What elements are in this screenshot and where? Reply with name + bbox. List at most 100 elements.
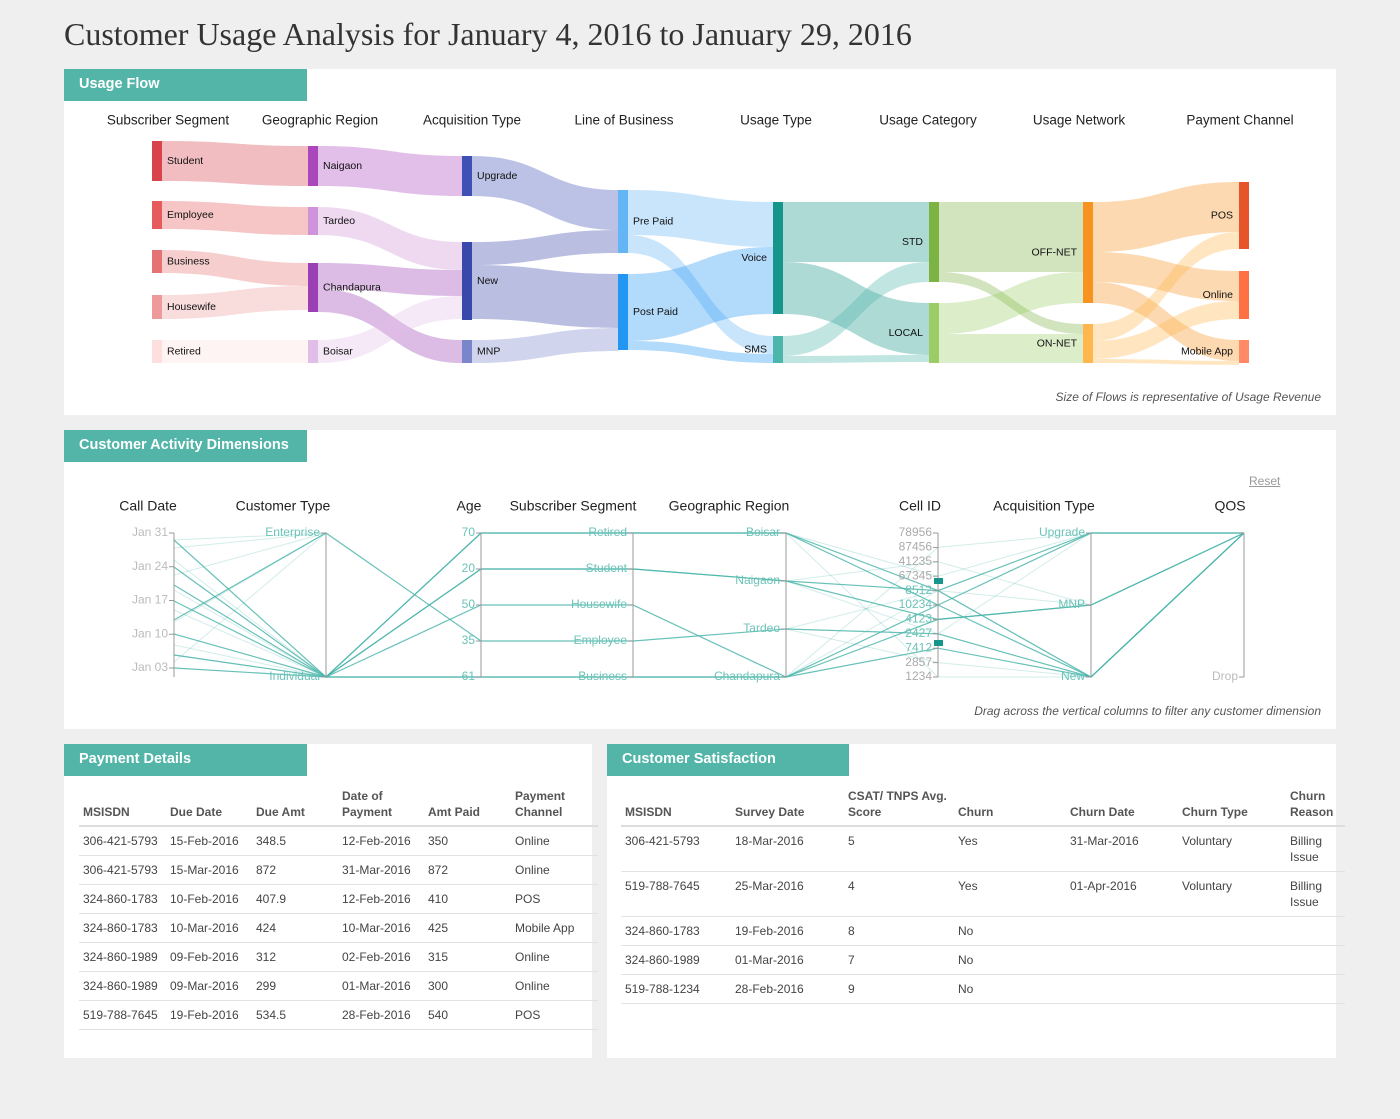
column-header: Churn Date xyxy=(1066,788,1178,827)
table-cell: 02-Feb-2016 xyxy=(338,942,424,972)
table-cell: 407.9 xyxy=(252,884,338,914)
table-cell: 299 xyxy=(252,971,338,1001)
table-cell: 7 xyxy=(844,945,954,975)
table-cell: No xyxy=(954,916,1066,946)
table-row: 324-860-1783 19-Feb-2016 8 No xyxy=(621,916,1345,946)
note: Drag across the vertical columns to filt… xyxy=(974,704,1321,718)
table-cell: 01-Mar-2016 xyxy=(338,971,424,1001)
table-row: 324-860-1783 10-Mar-2016 424 10-Mar-2016 425… xyxy=(79,913,598,943)
table-cell: Yes xyxy=(954,871,1066,917)
page-title: Customer Usage Analysis for January 4, 2… xyxy=(64,16,912,52)
table-cell: 31-Mar-2016 xyxy=(1066,826,1178,872)
table-cell: 28-Feb-2016 xyxy=(338,1000,424,1030)
table-cell: 10-Feb-2016 xyxy=(166,884,252,914)
table-cell: 350 xyxy=(424,826,511,856)
table-cell: 424 xyxy=(252,913,338,943)
table-cell xyxy=(1178,945,1286,975)
table-cell: 324-860-1783 xyxy=(79,884,166,914)
table-cell: 19-Feb-2016 xyxy=(731,916,844,946)
column-header: Due Date xyxy=(166,788,252,827)
table-cell: 315 xyxy=(424,942,511,972)
table-row: 519-788-1234 28-Feb-2016 9 No xyxy=(621,974,1345,1004)
table-cell: 15-Feb-2016 xyxy=(166,826,252,856)
table-cell: 300 xyxy=(424,971,511,1001)
panel-header: Customer Satisfaction xyxy=(607,744,849,776)
activity-panel: Customer Activity Dimensions Drag across… xyxy=(64,430,1336,729)
table-cell: No xyxy=(954,945,1066,975)
table-row: 324-860-1989 09-Mar-2016 299 01-Mar-2016 300… xyxy=(79,971,598,1001)
table-cell: 18-Mar-2016 xyxy=(731,826,844,872)
table-row: 519-788-7645 19-Feb-2016 534.5 28-Feb-2016 5… xyxy=(79,1000,598,1030)
usage-flow-panel: Usage Flow Size of Flows is representati… xyxy=(64,69,1336,415)
payment-table: MSISDN Due Date Due Amt Date of Payment Amt … xyxy=(79,788,598,1030)
table-row: 324-860-1783 10-Feb-2016 407.9 12-Feb-2016 4… xyxy=(79,884,598,914)
table-cell: POS xyxy=(511,884,598,914)
table-cell: 01-Apr-2016 xyxy=(1066,871,1178,917)
column-header: Amt Paid xyxy=(424,788,511,827)
note: Size of Flows is representative of Usage… xyxy=(1055,390,1321,404)
column-header: Payment Channel xyxy=(511,788,598,827)
table-row: 324-860-1989 09-Feb-2016 312 02-Feb-2016 315… xyxy=(79,942,598,972)
table-cell: 348.5 xyxy=(252,826,338,856)
table-cell: 28-Feb-2016 xyxy=(731,974,844,1004)
table-row: 306-421-5793 18-Mar-2016 5 Yes 31-Mar-2016 Vo… xyxy=(621,826,1345,872)
table-cell: 306-421-5793 xyxy=(79,855,166,885)
table-cell: Online xyxy=(511,826,598,856)
column-header: MSISDN xyxy=(621,788,731,827)
table-cell: 9 xyxy=(844,974,954,1004)
table-cell: 12-Feb-2016 xyxy=(338,826,424,856)
header-row: MSISDN Due Date Due Amt Date of Payment Amt … xyxy=(79,788,598,827)
table-cell: 306-421-5793 xyxy=(79,826,166,856)
table-cell: Online xyxy=(511,855,598,885)
table-cell: Voluntary xyxy=(1178,871,1286,917)
table-cell: Mobile App xyxy=(511,913,598,943)
table-cell: 519-788-7645 xyxy=(79,1000,166,1030)
table-cell: 324-860-1989 xyxy=(621,945,731,975)
table-cell: 09-Feb-2016 xyxy=(166,942,252,972)
header-row: MSISDN Survey Date CSAT/ TNPS Avg. Score Ch… xyxy=(621,788,1345,827)
table-row: 306-421-5793 15-Mar-2016 872 31-Mar-2016 872… xyxy=(79,855,598,885)
table-cell: 306-421-5793 xyxy=(621,826,731,872)
table-cell: 324-860-1783 xyxy=(79,913,166,943)
satisfaction-table: MSISDN Survey Date CSAT/ TNPS Avg. Score Ch… xyxy=(621,788,1345,1004)
column-header: Date of Payment xyxy=(338,788,424,827)
table-cell: 10-Mar-2016 xyxy=(338,913,424,943)
table-cell: 312 xyxy=(252,942,338,972)
table-cell: Online xyxy=(511,971,598,1001)
table-cell: 01-Mar-2016 xyxy=(731,945,844,975)
reset-link[interactable]: Reset xyxy=(1249,474,1281,488)
table-cell: 519-788-1234 xyxy=(621,974,731,1004)
table-cell: 872 xyxy=(252,855,338,885)
table-row: 306-421-5793 15-Feb-2016 348.5 12-Feb-2016 3… xyxy=(79,826,598,856)
column-header: Survey Date xyxy=(731,788,844,827)
table-cell: 25-Mar-2016 xyxy=(731,871,844,917)
table-cell xyxy=(1286,916,1345,946)
table-cell xyxy=(1066,916,1178,946)
table-cell: Voluntary xyxy=(1178,826,1286,872)
table-cell xyxy=(1178,974,1286,1004)
panel-header: Payment Details xyxy=(64,744,307,776)
table-cell: 19-Feb-2016 xyxy=(166,1000,252,1030)
table-cell: 5 xyxy=(844,826,954,872)
table-cell: 540 xyxy=(424,1000,511,1030)
table-cell: Online xyxy=(511,942,598,972)
table-cell: Billing Issue xyxy=(1286,826,1345,872)
table-cell: 410 xyxy=(424,884,511,914)
table-cell: 872 xyxy=(424,855,511,885)
column-header: MSISDN xyxy=(79,788,166,827)
table-cell: 31-Mar-2016 xyxy=(338,855,424,885)
table-cell: 10-Mar-2016 xyxy=(166,913,252,943)
table-cell xyxy=(1286,974,1345,1004)
table-cell: Yes xyxy=(954,826,1066,872)
table-cell: No xyxy=(954,974,1066,1004)
table-cell: 09-Mar-2016 xyxy=(166,971,252,1001)
table-cell: POS xyxy=(511,1000,598,1030)
table-cell xyxy=(1066,974,1178,1004)
column-header: Churn Reason xyxy=(1286,788,1345,827)
table-cell: 324-860-1989 xyxy=(79,971,166,1001)
table-cell: 519-788-7645 xyxy=(621,871,731,917)
column-header: CSAT/ TNPS Avg. Score xyxy=(844,788,954,827)
table-cell: 425 xyxy=(424,913,511,943)
column-header: Churn xyxy=(954,788,1066,827)
table-cell: 8 xyxy=(844,916,954,946)
